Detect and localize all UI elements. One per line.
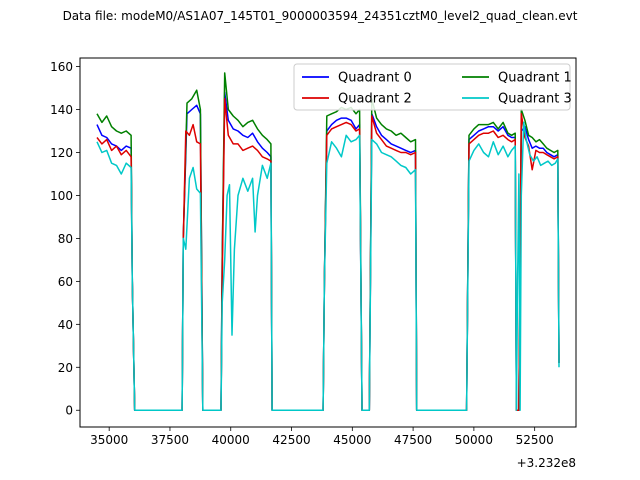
axes-frame [79,57,577,428]
x-tick-label: 47500 [394,433,432,447]
y-tick-label: 140 [50,103,73,117]
x-tick-label: 45000 [333,433,371,447]
y-tick-label: 0 [65,404,73,418]
y-tick-label: 80 [58,232,73,246]
x-tick-label: 40000 [212,433,250,447]
figure-suptitle: Data file: modeM0/AS1A07_145T01_90000035… [63,9,578,23]
y-tick-label: 160 [50,60,73,74]
x-axis-offset-label: +3.232e8 [517,456,576,470]
legend-label-quadrant-0: Quadrant 0 [338,71,412,86]
y-axis-ticks: 0 20 40 60 80 100 120 140 160 [50,60,80,418]
series-line-quadrant-3 [96,121,560,411]
legend: Quadrant 0 Quadrant 1 Quadrant 2 Quadrant 3 [293,63,572,111]
legend-label-quadrant-3: Quadrant 3 [498,92,572,107]
x-tick-label: 52500 [516,433,554,447]
y-tick-label: 40 [58,318,73,332]
y-tick-label: 120 [50,146,73,160]
y-tick-label: 20 [58,361,73,375]
y-tick-label: 60 [58,275,73,289]
x-tick-label: 37500 [151,433,189,447]
x-tick-label: 42500 [272,433,310,447]
legend-label-quadrant-1: Quadrant 1 [498,71,572,86]
x-tick-label: 35000 [90,433,128,447]
y-tick-label: 100 [50,189,73,203]
legend-label-quadrant-2: Quadrant 2 [338,92,412,107]
series-layer [96,72,560,411]
legend-box [293,63,571,111]
x-axis-ticks: 35000 37500 40000 42500 45000 47500 50000 52500 [90,427,554,447]
x-tick-label: 50000 [455,433,493,447]
